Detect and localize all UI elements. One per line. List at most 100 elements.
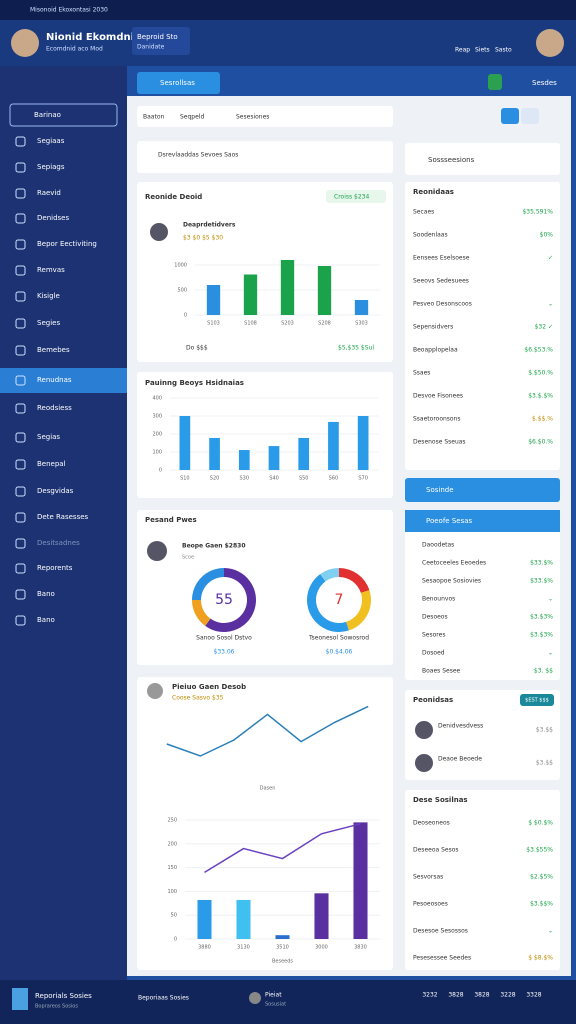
label: 3828 bbox=[474, 992, 489, 999]
filter[interactable]: Baaton bbox=[143, 114, 164, 121]
header-action[interactable]: Sasto bbox=[495, 47, 512, 54]
nav-icon bbox=[15, 563, 26, 574]
donut-segment bbox=[205, 568, 256, 632]
label: Desoeos bbox=[422, 614, 448, 621]
x-tick-label: S208 bbox=[318, 321, 331, 327]
nav-item[interactable]: Segiaas bbox=[37, 137, 65, 145]
nav-item[interactable]: Benepal bbox=[37, 460, 66, 468]
label: Sosusiat bbox=[265, 1002, 286, 1008]
label: $EST $$$ bbox=[525, 698, 549, 704]
x-tick-label: 3000 bbox=[315, 945, 328, 951]
y-tick-label: 200 bbox=[152, 432, 162, 438]
bar bbox=[357, 416, 369, 470]
avatar bbox=[11, 29, 39, 57]
label: 3828 bbox=[448, 992, 463, 999]
label: $.$50.% bbox=[528, 370, 553, 377]
nav-item[interactable]: Raevid bbox=[37, 189, 61, 197]
nav-item[interactable]: Sepiags bbox=[37, 163, 65, 171]
y-tick-label: 500 bbox=[177, 288, 187, 294]
search-text[interactable]: Barinao bbox=[34, 111, 61, 119]
label: $ $8.$% bbox=[528, 955, 553, 962]
nav-icon bbox=[15, 265, 26, 276]
filter[interactable]: Seqpeld bbox=[180, 114, 204, 121]
nav-item[interactable]: Bemebes bbox=[37, 346, 70, 354]
badge bbox=[520, 694, 554, 706]
badge bbox=[326, 190, 386, 203]
avatar bbox=[147, 683, 163, 699]
bar bbox=[317, 266, 332, 315]
x-tick-label: 3880 bbox=[198, 945, 211, 951]
nav-item[interactable]: Dete Rasesses bbox=[37, 513, 89, 521]
y-tick-label: 1000 bbox=[174, 263, 187, 269]
nav-icon bbox=[15, 403, 26, 414]
dropdown[interactable]: Dsrevlaaddas Sevoes Saos bbox=[158, 152, 238, 159]
bar bbox=[328, 421, 339, 470]
nav-item[interactable]: Segies bbox=[37, 319, 60, 327]
footer bbox=[0, 980, 576, 1024]
label: Dosoed bbox=[422, 650, 445, 657]
filter-bar bbox=[137, 106, 393, 127]
donut-segment bbox=[346, 590, 372, 631]
search-box bbox=[9, 103, 118, 127]
button bbox=[521, 108, 539, 124]
card-title: Reonide Deoid bbox=[145, 193, 202, 201]
card bbox=[137, 510, 393, 665]
nav-item[interactable]: Bano bbox=[37, 590, 55, 598]
donut-segment bbox=[192, 600, 211, 626]
button[interactable]: Sesdes bbox=[532, 79, 557, 87]
y-tick-label: 0 bbox=[174, 937, 177, 943]
x-tick-label: S70 bbox=[358, 476, 368, 482]
nav-item[interactable]: Desitsadnes bbox=[37, 539, 80, 547]
nav-item[interactable]: Reporents bbox=[37, 564, 73, 572]
card-title: Pieiuo Gaen Desob bbox=[172, 683, 246, 691]
title-bar bbox=[0, 0, 576, 20]
nav-item[interactable]: Renudnas bbox=[37, 376, 72, 384]
label: Do $$$ bbox=[186, 345, 208, 352]
nav-icon bbox=[15, 136, 26, 147]
x-tick-label: S40 bbox=[269, 476, 279, 482]
nav-icon bbox=[15, 589, 26, 600]
header-action[interactable]: Reap bbox=[455, 47, 470, 54]
nav-item[interactable]: Remvas bbox=[37, 266, 65, 274]
x-axis-label: Dasen bbox=[260, 786, 276, 792]
label: Denidvesdvess bbox=[438, 723, 483, 730]
label: Misonoid Ekoxontasi 2030 bbox=[30, 7, 108, 14]
nav-item[interactable]: Bano bbox=[37, 616, 55, 624]
nav-item[interactable]: Desgvidas bbox=[37, 487, 74, 495]
card bbox=[137, 141, 393, 173]
card bbox=[405, 143, 560, 175]
x-tick-label: 3130 bbox=[237, 945, 250, 951]
header bbox=[0, 20, 576, 66]
label: Desenose Sseuas bbox=[413, 439, 466, 446]
bar bbox=[209, 437, 220, 470]
nav-item[interactable]: Denidses bbox=[37, 214, 69, 222]
card bbox=[137, 182, 393, 362]
tab-label[interactable]: Sesrollsas bbox=[160, 79, 195, 87]
nav-item[interactable]: Segias bbox=[37, 433, 60, 441]
header-action[interactable]: Siets bbox=[475, 47, 490, 54]
label[interactable]: Beporiaas Sosies bbox=[138, 995, 189, 1002]
label: $5,$35 $Sul bbox=[338, 345, 374, 352]
nav-icon bbox=[15, 375, 26, 386]
card-title: Pauinng Beoys Hsidnaias bbox=[145, 379, 244, 387]
nav-item[interactable]: Bepor Eectiviting bbox=[37, 240, 97, 248]
bar bbox=[354, 300, 369, 315]
nav-icon bbox=[15, 538, 26, 549]
label: Seeovs Sedesuees bbox=[413, 278, 469, 285]
bar bbox=[298, 437, 310, 470]
nav-icon bbox=[15, 318, 26, 329]
label: Coose Sasvo $35 bbox=[172, 695, 224, 702]
donut-center: 55 bbox=[215, 592, 233, 608]
x-tick-label: S60 bbox=[329, 476, 339, 482]
label: $33.06 bbox=[214, 649, 235, 656]
x-tick-label: S10 bbox=[180, 476, 190, 482]
label: $3.$3% bbox=[530, 632, 553, 639]
label: $3.$.$% bbox=[528, 393, 553, 400]
donut-segment bbox=[339, 568, 370, 593]
label: $3.$3% bbox=[530, 614, 553, 621]
filter[interactable]: Sesesiones bbox=[236, 114, 269, 121]
nav-item[interactable]: Kisigle bbox=[37, 292, 60, 300]
label: $32 ✓ bbox=[535, 324, 553, 331]
nav-item[interactable]: Reodsiess bbox=[37, 404, 72, 412]
